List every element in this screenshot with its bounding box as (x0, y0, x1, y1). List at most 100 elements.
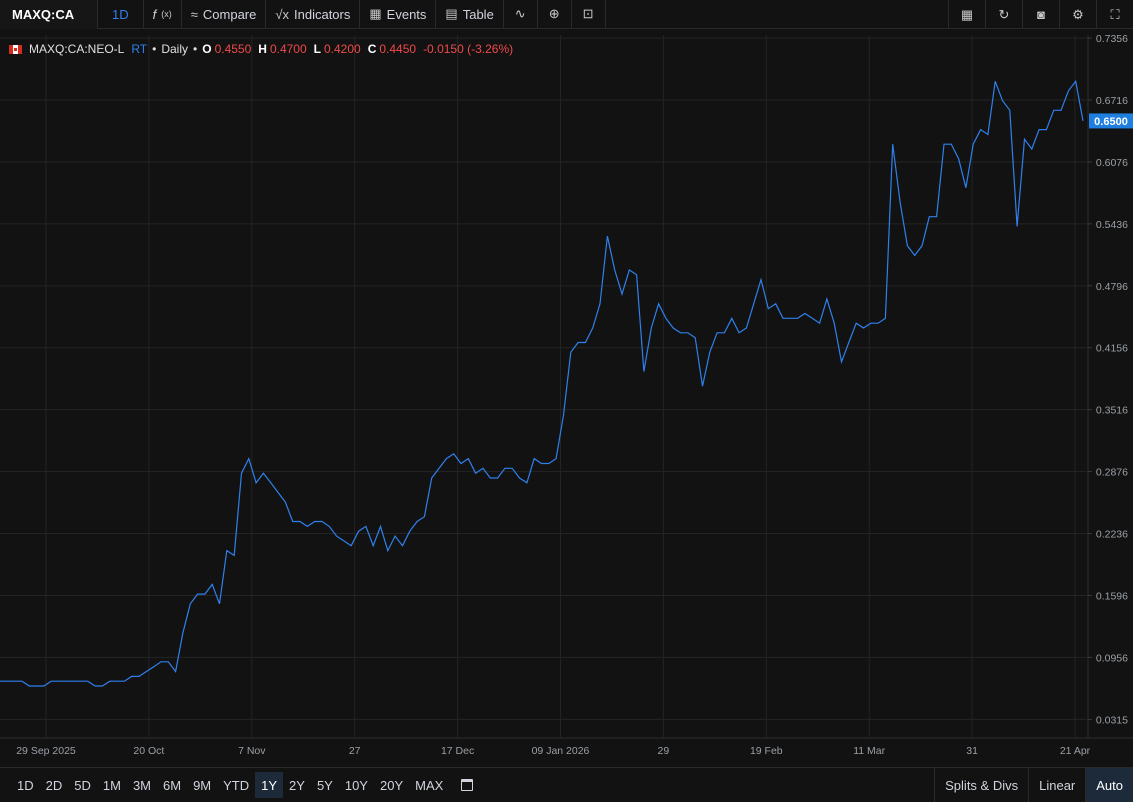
price-tick-label: 0.3516 (1096, 405, 1128, 417)
compare-label: Compare (202, 6, 257, 22)
indicators-label: Indicators (294, 6, 351, 22)
price-tick-label: 0.4796 (1096, 281, 1128, 293)
indicators-button[interactable]: √x Indicators (266, 0, 361, 29)
symbol-input[interactable]: MAXQ:CA (0, 0, 98, 29)
interval-label: 1D (112, 6, 129, 22)
legend-close-value: 0.4450 (379, 42, 417, 56)
price-tick-label: 0.2876 (1096, 467, 1128, 479)
legend-open-key: O (202, 42, 212, 56)
table-label: Table (462, 6, 494, 22)
range-button-max[interactable]: MAX (415, 777, 444, 793)
legend-high-key: H (258, 42, 267, 56)
line-chart-icon: ∿ (514, 6, 526, 21)
calendar-icon: ▦ (369, 6, 382, 21)
legend-low-value: 0.4200 (323, 42, 361, 56)
range-button-1d[interactable]: 1D (17, 777, 34, 793)
price-tick-label: 0.7356 (1096, 33, 1128, 45)
range-button-5d[interactable]: 5D (74, 777, 91, 793)
chart-legend: MAXQ:CA:NEO-L RT • Daily • O 0.4550 H 0.47… (9, 42, 513, 56)
refresh-icon: ↻ (998, 6, 1010, 22)
refresh-button[interactable]: ↻ (985, 0, 1022, 29)
canada-flag-icon (9, 44, 22, 54)
time-tick-label: 31 (966, 745, 978, 757)
toolbar-right: ▦ ↻ ◙ ⚙ ⛶ (948, 0, 1133, 29)
function-icon: f (152, 6, 157, 22)
chart-type-button[interactable]: ∿ (504, 0, 538, 29)
function-subscript-icon: (x) (161, 9, 172, 19)
price-tick-label: 0.0956 (1096, 652, 1128, 664)
price-tick-label: 0.1596 (1096, 590, 1128, 602)
range-button-1m[interactable]: 1M (102, 777, 121, 793)
price-tick-label: 0.4156 (1096, 343, 1128, 355)
zoom-button[interactable]: ⊕ (538, 0, 572, 29)
price-tick-label: 0.6716 (1096, 95, 1128, 107)
range-button-3m[interactable]: 3M (132, 777, 151, 793)
price-tick-label: 0.6076 (1096, 157, 1128, 169)
legend-rt: RT (131, 42, 148, 56)
legend-open-value: 0.4550 (214, 42, 252, 56)
grid-lines (0, 35, 1133, 739)
crosshair-button[interactable]: ⊡ (572, 0, 606, 29)
price-tick-label: 0.2236 (1096, 529, 1128, 541)
bottom-bar: 1D 2D 5D 1M 3M 6M 9M YTD 1Y 2Y 5Y 10Y 20Y MAX Splits … (0, 767, 1133, 802)
events-button[interactable]: ▦ Events (360, 0, 437, 29)
legend-low-key: L (313, 42, 321, 56)
legend-close-key: C (367, 42, 377, 56)
compare-button[interactable]: ≈ Compare (182, 0, 267, 29)
price-tick-label: 0.0315 (1096, 714, 1128, 726)
settings-button[interactable]: ⚙ (1059, 0, 1096, 29)
time-tick-label: 20 Oct (133, 745, 164, 757)
range-button-1y[interactable]: 1Y (255, 772, 284, 798)
range-button-20y[interactable]: 20Y (379, 777, 404, 793)
bottom-right-controls: Splits & Divs Linear Auto (934, 768, 1133, 802)
range-button-2d[interactable]: 2D (45, 777, 63, 793)
auto-scale-button[interactable]: Auto (1085, 768, 1133, 802)
camera-icon: ◙ (1037, 7, 1045, 22)
date-range-calendar-icon[interactable] (461, 779, 474, 791)
price-axis: 0.7356 0.6716 0.6076 0.5436 0.4796 0.4156 0.35… (1088, 33, 1128, 726)
splits-divs-button[interactable]: Splits & Divs (934, 768, 1028, 802)
range-button-10y[interactable]: 10Y (344, 777, 368, 793)
legend-frequency: Daily (161, 42, 189, 56)
gear-icon: ⚙ (1072, 6, 1084, 22)
function-button[interactable]: f (x) (144, 0, 182, 29)
range-selector: 1D 2D 5D 1M 3M 6M 9M YTD 1Y 2Y 5Y 10Y 20Y MAX (11, 772, 449, 798)
time-tick-label: 11 Mar (853, 745, 885, 757)
last-price-tag: 0.6500 (1089, 113, 1133, 129)
time-tick-label: 27 (349, 745, 361, 757)
fullscreen-button[interactable]: ⛶ (1096, 0, 1133, 29)
indicators-icon: √x (275, 6, 289, 22)
last-price-label: 0.6500 (1094, 116, 1128, 128)
range-button-9m[interactable]: 9M (193, 777, 212, 793)
snapshot-button[interactable]: ◙ (1022, 0, 1059, 29)
crosshair-icon: ⊡ (582, 6, 594, 21)
time-tick-label: 29 (658, 745, 670, 757)
legend-change: -0.0150 (-3.26%) (423, 42, 514, 56)
time-tick-label: 7 Nov (238, 745, 266, 757)
time-tick-label: 09 Jan 2026 (532, 745, 590, 757)
zoom-icon: ⊕ (548, 6, 560, 21)
range-button-5y[interactable]: 5Y (316, 777, 333, 793)
legend-separator: • (193, 42, 198, 56)
time-tick-label: 21 Apr (1060, 745, 1091, 757)
legend-symbol: MAXQ:CA:NEO-L (29, 42, 125, 56)
table-icon: ▤ (445, 6, 458, 21)
interval-button[interactable]: 1D (98, 0, 144, 29)
events-label: Events (386, 6, 427, 22)
last-price-tag-box (1089, 113, 1133, 129)
price-tick-label: 0.5436 (1096, 219, 1128, 231)
compare-icon: ≈ (190, 6, 198, 22)
range-button-2y[interactable]: 2Y (289, 777, 305, 793)
time-tick-label: 17 Dec (441, 745, 474, 757)
price-line (0, 79, 1084, 687)
grid-icon: ▦ (960, 6, 974, 22)
linear-scale-button[interactable]: Linear (1028, 768, 1085, 802)
table-button[interactable]: ▤ Table (436, 0, 504, 29)
time-tick-label: 19 Feb (750, 745, 783, 757)
layout-button[interactable]: ▦ (948, 0, 985, 29)
time-axis: 29 Sep 2025 20 Oct 7 Nov 27 17 Dec 09 Jan 202… (16, 745, 1090, 757)
range-button-6m[interactable]: 6M (163, 777, 182, 793)
time-tick-label: 29 Sep 2025 (16, 745, 76, 757)
range-button-ytd[interactable]: YTD (223, 777, 250, 793)
